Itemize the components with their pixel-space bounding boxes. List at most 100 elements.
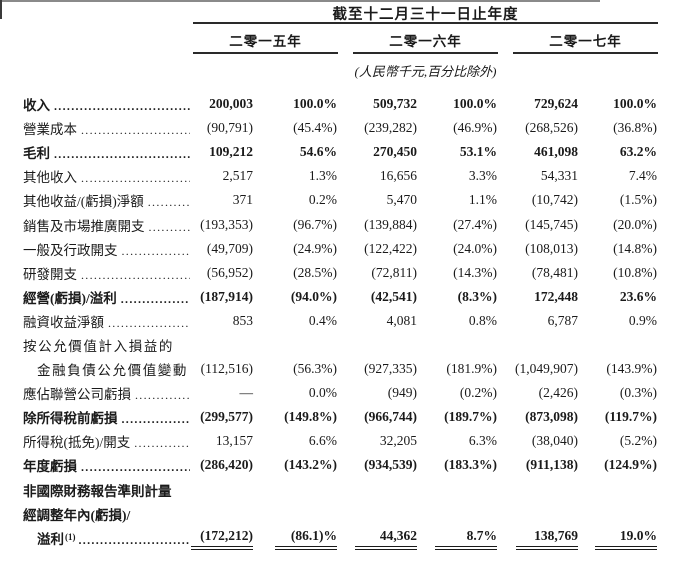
value-2017-percent: 23.6% — [619, 288, 657, 304]
value-2015-percent: (28.5%) — [293, 264, 337, 280]
dot-leader: ........................................… — [135, 388, 190, 403]
table-row: 溢利 (1) .................................… — [0, 526, 692, 558]
table-row: 銷售及市場推廣開支 ..............................… — [0, 212, 692, 236]
value-2015-percent: (86.1)% — [253, 528, 337, 551]
table-row: 毛利 .....................................… — [0, 140, 692, 164]
value-2015-amount: 2,517 — [222, 168, 253, 184]
table-row: 收入 .....................................… — [0, 92, 692, 116]
year-2016-rule — [353, 52, 498, 54]
dot-leader: ........................................… — [54, 147, 190, 162]
value-2017-percent: 63.2% — [619, 144, 657, 160]
dot-leader: ........................................… — [120, 291, 190, 306]
value-2015-percent: (149.8%) — [284, 409, 337, 425]
row-label-text: 非國際財務報告準則計量 — [23, 483, 172, 499]
value-2016-percent: 3.3% — [468, 168, 497, 184]
table-row: 應佔聯營公司虧損 ...............................… — [0, 381, 692, 405]
value-2016-amount: 270,450 — [373, 144, 417, 160]
row-label: 營業成本 ...................................… — [0, 118, 190, 138]
value-2016-percent: 100.0% — [453, 96, 497, 112]
value-2017-percent: 100.0% — [613, 96, 657, 112]
table-row: 營業成本 ...................................… — [0, 116, 692, 140]
table-row: 經營(虧損)/溢利 ..............................… — [0, 285, 692, 309]
value-2015-amount: 853 — [232, 312, 253, 328]
value-2017-amount: (268,526) — [525, 120, 578, 136]
row-label-text: 營業成本 — [23, 122, 77, 138]
dot-leader: ........................................… — [147, 195, 190, 210]
row-label: 除所得稅前虧損 ................................… — [0, 407, 190, 427]
value-2015-percent: 1.3% — [308, 168, 337, 184]
value-2015-percent: (56.3%) — [293, 361, 337, 377]
row-label-text: 融資收益淨額 — [23, 314, 104, 330]
value-2016-amount: 5,470 — [386, 192, 417, 208]
value-2015-amount: (49,709) — [206, 240, 253, 256]
value-2016-amount: (949) — [387, 385, 417, 401]
dot-leader: ........................................… — [81, 123, 190, 138]
value-2016-percent: (24.0%) — [453, 240, 497, 256]
value-2015-amount: (172,212) — [190, 528, 253, 551]
value-2016-amount: 509,732 — [373, 96, 417, 112]
row-label-text: 所得稅(抵免)/開支 — [23, 435, 131, 451]
value-2016-amount: (966,744) — [364, 409, 417, 425]
value-2016-percent: (181.9%) — [446, 361, 497, 377]
value-2017-amount: (2,426) — [538, 385, 578, 401]
value-2015-amount: (56,952) — [206, 264, 253, 280]
row-label-text: 應佔聯營公司虧損 — [23, 387, 131, 403]
value-2016-percent: 0.8% — [468, 312, 497, 328]
row-label: 年度虧損 ...................................… — [0, 455, 190, 475]
value-2015-percent: 100.0% — [293, 96, 337, 112]
value-2017-percent: 7.4% — [628, 168, 657, 184]
row-label-text: 收入 — [23, 98, 50, 114]
value-2017-amount: (145,745) — [525, 216, 578, 232]
row-label-text: 研發開支 — [23, 266, 77, 282]
value-2016-percent: (14.3%) — [453, 264, 497, 280]
value-2016-amount: (139,884) — [364, 216, 417, 232]
row-label: 收入 .....................................… — [0, 94, 190, 114]
table-row: 年度虧損 ...................................… — [0, 453, 692, 477]
dot-leader: ........................................… — [78, 532, 191, 547]
value-2017-amount: 729,624 — [534, 96, 578, 112]
value-2017-amount: 461,098 — [534, 144, 578, 160]
value-2017-amount: (78,481) — [531, 264, 578, 280]
value-2017-percent: (20.0%) — [613, 216, 657, 232]
row-label: 金融負債公允價值變動 .............................… — [0, 359, 190, 379]
value-2017-percent: (5.2%) — [619, 433, 657, 449]
table-row: 一般及行政開支 ................................… — [0, 237, 692, 261]
value-2015-percent: 0.2% — [308, 192, 337, 208]
value-2017-percent: (124.9%) — [604, 457, 657, 473]
value-2016-percent: (46.9%) — [453, 120, 497, 136]
row-label-text: 經營(虧損)/溢利 — [23, 290, 117, 306]
value-2016-amount: 4,081 — [386, 312, 417, 328]
row-label-text: 溢利 — [37, 531, 64, 547]
value-2017-amount: 172,448 — [534, 288, 578, 304]
value-2017-percent: (10.8%) — [613, 264, 657, 280]
row-label: 其他收益/(虧損)淨額 ............................… — [0, 190, 190, 210]
period-title: 截至十二月三十一日止年度 — [332, 7, 519, 23]
value-2015-percent: 6.6% — [308, 433, 337, 449]
value-2016-amount: (934,539) — [364, 457, 417, 473]
value-2017-percent: (1.5%) — [619, 192, 657, 208]
value-2015-amount: (90,791) — [206, 120, 253, 136]
value-2016-amount: (239,282) — [364, 120, 417, 136]
dot-leader: ........................................… — [81, 171, 190, 186]
value-2015-percent: (94.0%) — [290, 288, 337, 304]
value-2016-percent: 6.3% — [468, 433, 497, 449]
value-2016-percent: (189.7%) — [444, 409, 497, 425]
value-2016-percent: 53.1% — [459, 144, 497, 160]
row-label: 按公允價值計入損益的 — [0, 335, 190, 355]
dot-leader: ........................................… — [81, 267, 190, 282]
value-2016-percent: (183.3%) — [444, 457, 497, 473]
dot-leader: ........................................… — [81, 460, 190, 475]
value-2017-percent: (119.7%) — [604, 409, 657, 425]
row-label: 研發開支 ...................................… — [0, 263, 190, 283]
value-2017-amount: (1,049,907) — [515, 361, 578, 377]
dot-leader: ........................................… — [54, 99, 190, 114]
page-edge-top-line — [0, 0, 600, 2]
value-2016-amount: 32,205 — [379, 433, 417, 449]
year-column-2016: 二零一六年 — [389, 34, 462, 49]
dot-leader: ........................................… — [148, 219, 191, 234]
header-rule — [193, 22, 658, 24]
row-label: 融資收益淨額 .................................… — [0, 311, 190, 331]
year-2015-rule — [193, 52, 338, 54]
value-2015-amount: 371 — [232, 192, 253, 208]
